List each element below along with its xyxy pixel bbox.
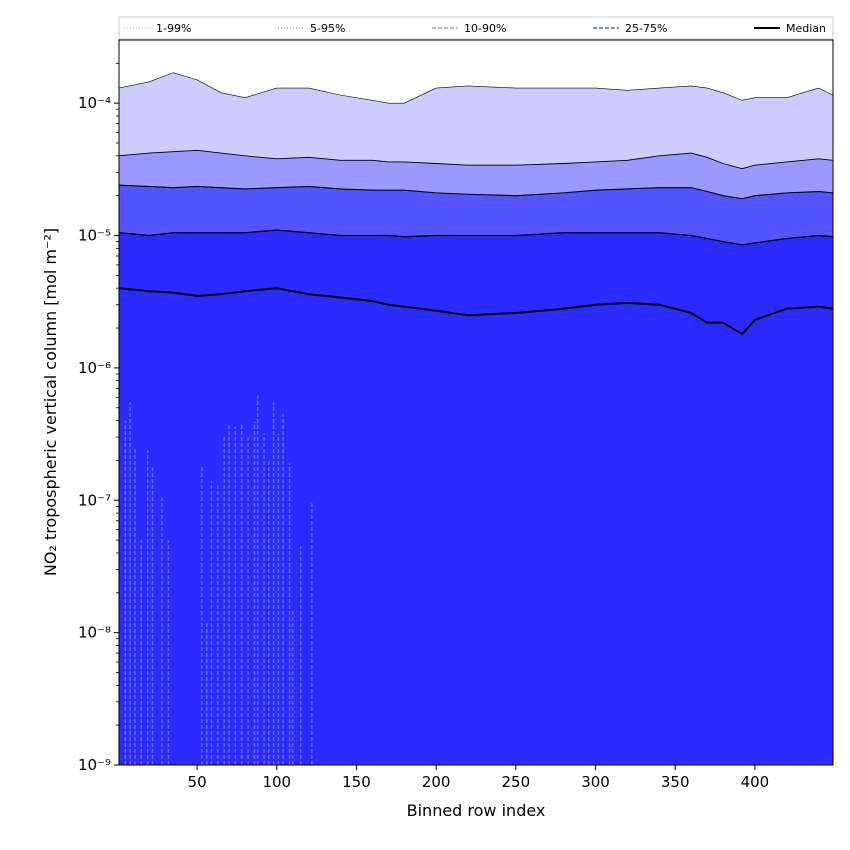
x-tick-label: 200	[422, 773, 451, 791]
legend-label: 25-75%	[625, 22, 667, 35]
series-line-75	[119, 229, 833, 246]
y-tick-label: 10⁻⁸	[78, 624, 111, 642]
y-tick-label: 10⁻⁶	[78, 359, 111, 377]
legend: 1-99% 5-95% 10-90% 25-75% Median	[118, 16, 834, 40]
x-tick-label: 100	[262, 773, 291, 791]
y-tick-label: 10⁻⁴	[78, 94, 111, 112]
band-1-99-fill	[119, 72, 833, 169]
x-tick-label: 300	[581, 773, 610, 791]
plot-area	[119, 72, 833, 765]
series-line-99	[119, 72, 833, 104]
legend-label: Median	[786, 22, 826, 35]
series-line-95	[119, 149, 833, 170]
legend-label: 5-95%	[310, 22, 345, 35]
x-tick-label: 400	[741, 773, 770, 791]
series-line-median	[119, 287, 833, 336]
axis-ticks: 50 100 150 200 250 300 350 400 10⁻⁹ 10⁻⁸ 10⁻⁷ 10⁻⁶ 1…	[78, 62, 770, 791]
x-tick-label: 250	[502, 773, 531, 791]
legend-label: 1-99%	[156, 22, 191, 35]
x-tick-label: 350	[661, 773, 690, 791]
plot-frame	[118, 39, 834, 766]
y-tick-label: 10⁻⁹	[78, 756, 111, 774]
y-axis-label: NO₂ tropospheric vertical column [mol m⁻…	[41, 228, 60, 576]
series-line-90	[119, 184, 833, 200]
legend-label: 10-90%	[464, 22, 506, 35]
y-tick-label: 10⁻⁵	[78, 227, 111, 245]
x-axis-label: Binned row index	[407, 801, 546, 820]
x-tick-label: 50	[188, 773, 207, 791]
x-tick-label: 150	[342, 773, 371, 791]
band-10-90-fill	[119, 185, 833, 245]
y-tick-label: 10⁻⁷	[78, 491, 111, 509]
band-25-75-fill	[119, 230, 833, 765]
legend-box	[118, 16, 834, 40]
